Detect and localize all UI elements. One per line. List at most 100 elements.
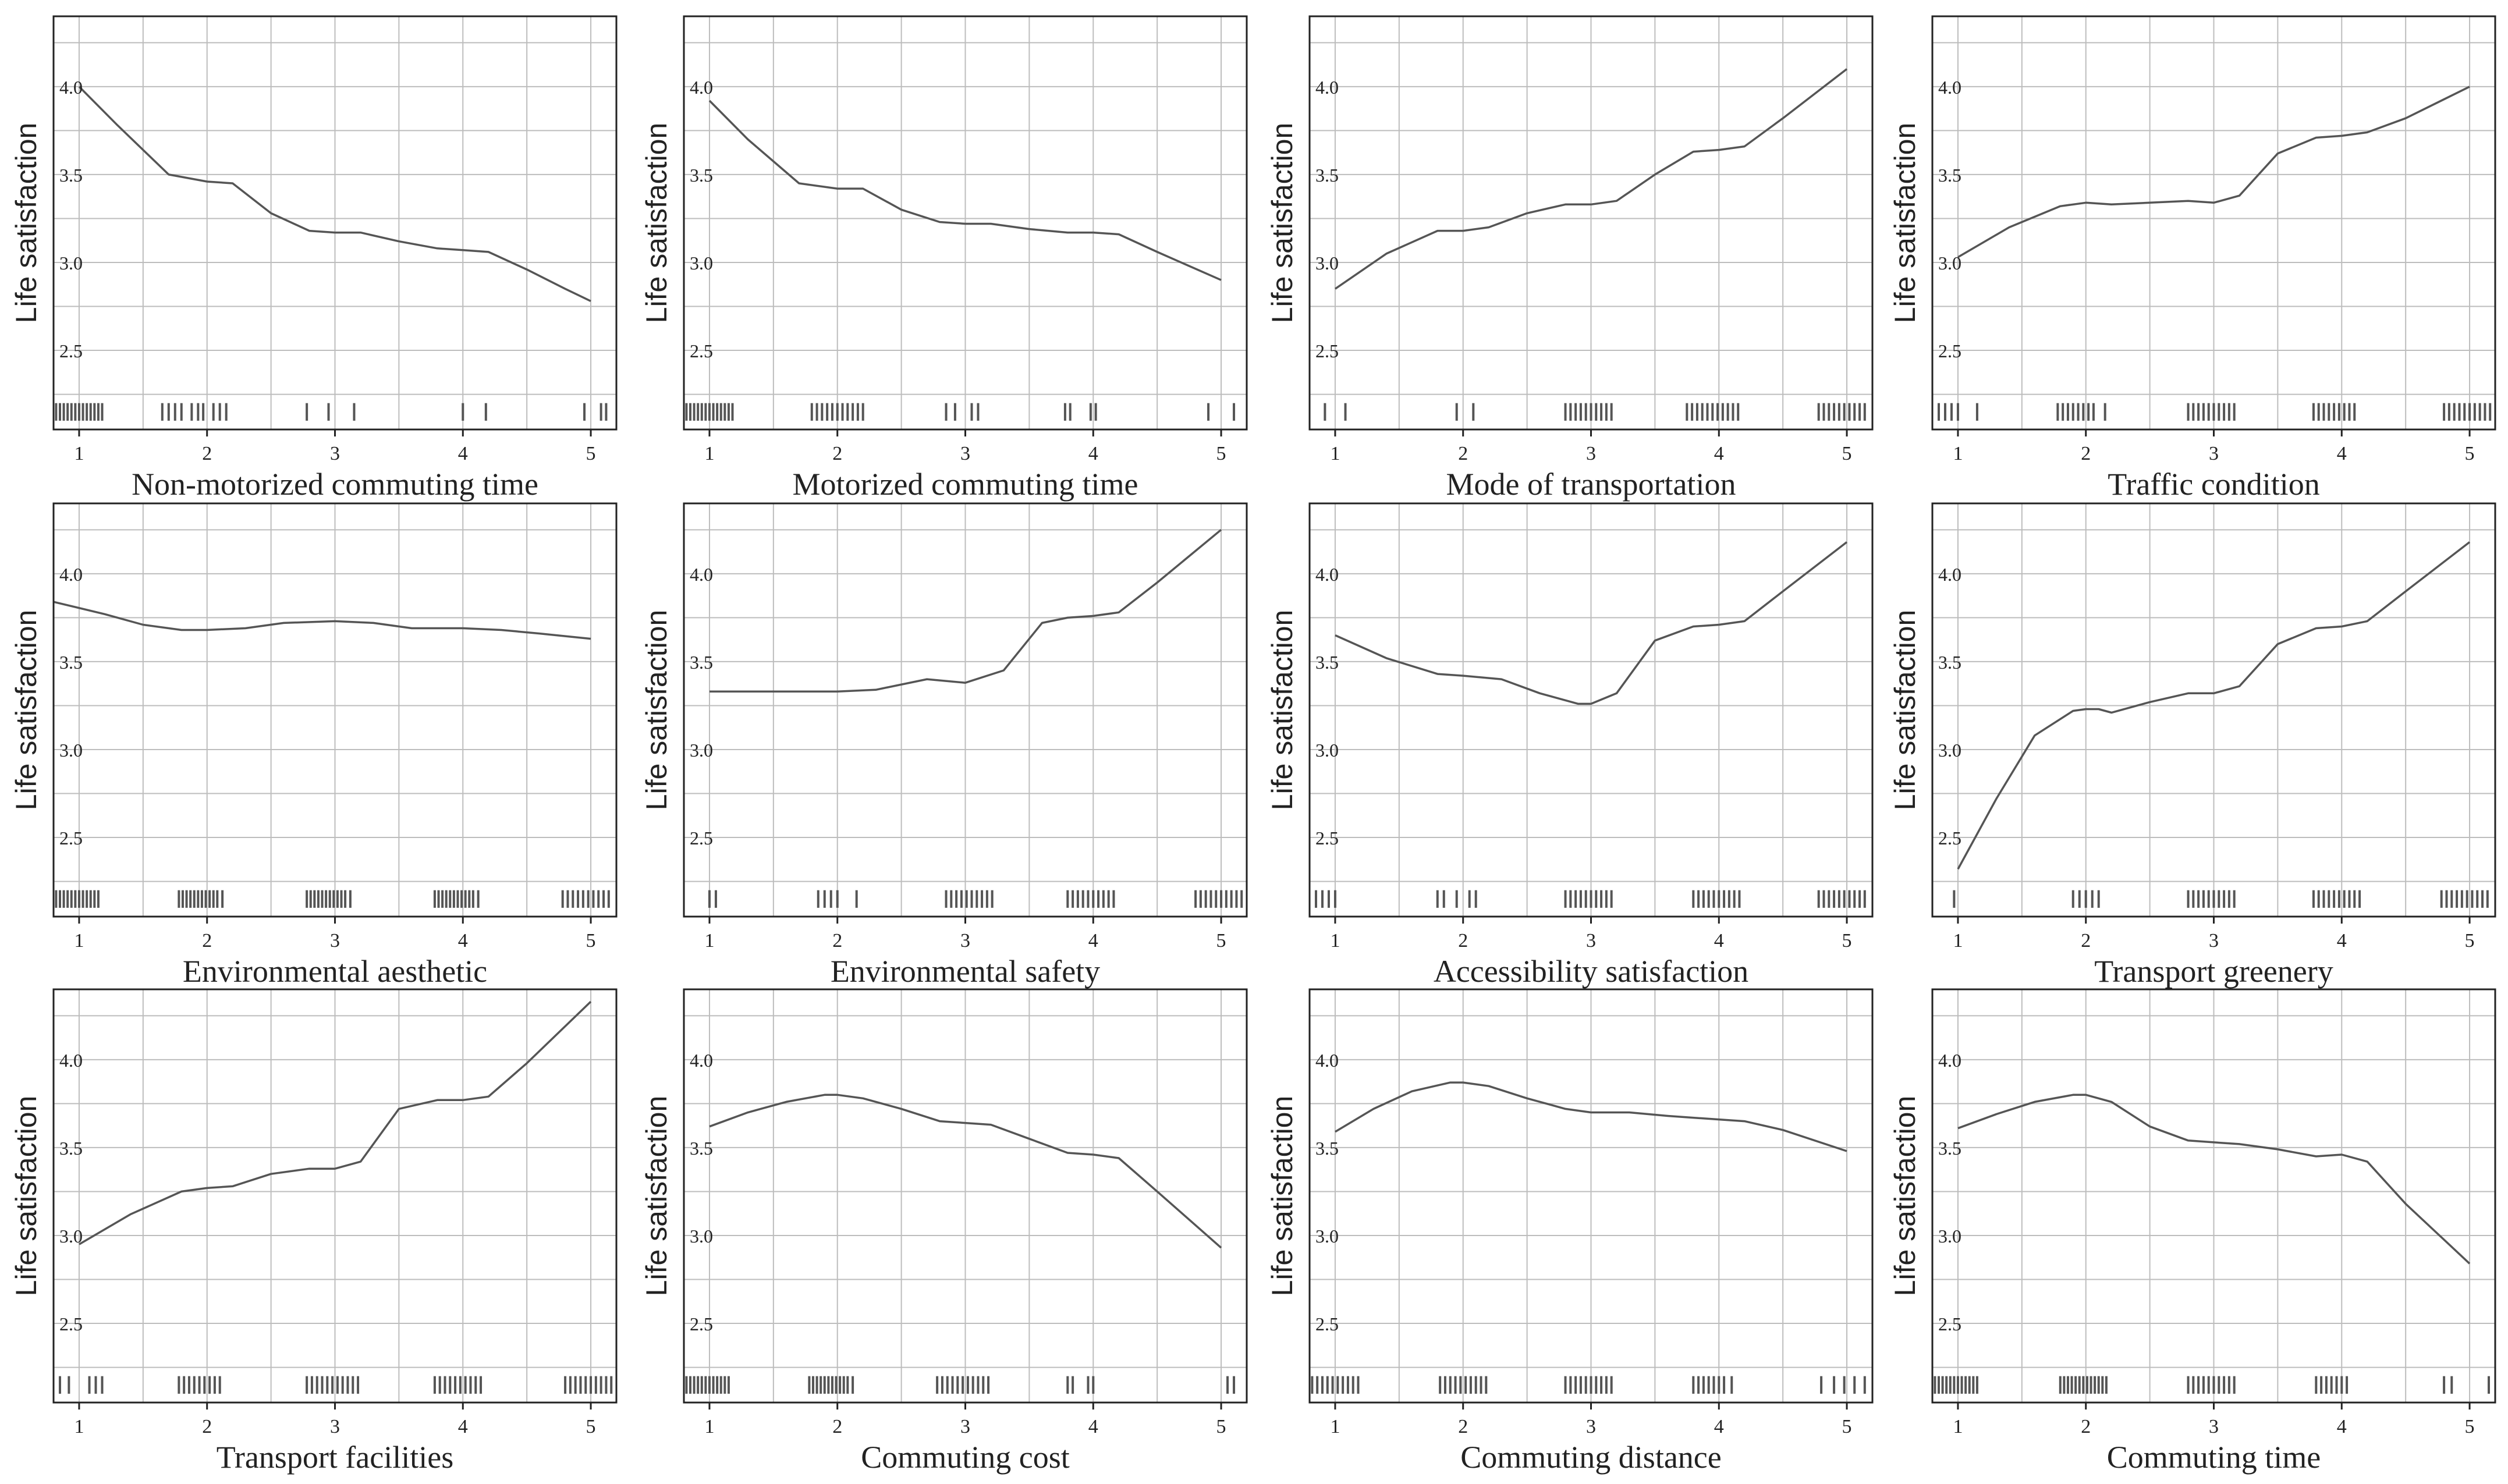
- y-tick-label: 2.5: [690, 1313, 713, 1334]
- x-tick-label: 1: [1330, 1416, 1340, 1437]
- x-tick-label: 5: [586, 930, 596, 952]
- x-tick-label: 2: [832, 1416, 842, 1437]
- y-axis-title: Life satisfaction: [640, 123, 673, 324]
- y-tick-label: 4.0: [1938, 77, 1961, 98]
- y-tick-label: 2.5: [1315, 828, 1339, 848]
- y-tick-label: 2.5: [1938, 340, 1961, 361]
- y-tick-label: 3.5: [690, 652, 713, 673]
- series-line: [1957, 1094, 2471, 1265]
- y-tick-label: 3.0: [1938, 1226, 1961, 1247]
- y-axis-title: Life satisfaction: [1266, 610, 1299, 811]
- y-tick-label: 2.5: [690, 340, 713, 361]
- y-tick-label: 2.5: [59, 828, 83, 848]
- y-tick-label: 3.5: [1938, 652, 1961, 673]
- x-tick-label: 1: [704, 1416, 714, 1437]
- x-tick-label: 4: [458, 930, 468, 952]
- x-tick-label: 3: [960, 930, 970, 952]
- series-line: [1335, 541, 1848, 705]
- x-axis-title: Environmental aesthetic: [183, 954, 487, 989]
- x-axis-title: Commuting time: [2107, 1440, 2321, 1475]
- x-tick-label: 3: [330, 930, 340, 952]
- x-axis-title: Commuting cost: [861, 1440, 1070, 1475]
- y-tick-label: 3.0: [59, 253, 83, 274]
- y-axis-title: Life satisfaction: [10, 610, 42, 811]
- x-axis-title: Transport facilities: [217, 1440, 453, 1475]
- y-tick-label: 4.0: [59, 564, 83, 585]
- x-tick-label: 1: [74, 1416, 84, 1437]
- y-axis-title: Life satisfaction: [1889, 123, 1921, 324]
- x-tick-label: 3: [1586, 930, 1596, 952]
- x-tick-label: 3: [2209, 1416, 2219, 1437]
- chart-panel: 1 2 3 4 5 2.5 3.0 3.5 4.0 Transport facilities Lif…: [10, 988, 618, 1475]
- y-tick-label: 4.0: [59, 77, 83, 98]
- y-tick-label: 3.0: [1315, 740, 1339, 761]
- y-tick-label: 3.0: [1315, 253, 1339, 274]
- y-tick-label: 4.0: [1315, 77, 1339, 98]
- y-axis-title: Life satisfaction: [1266, 1096, 1299, 1297]
- x-tick-label: 1: [1330, 930, 1340, 952]
- x-tick-label: 3: [330, 443, 340, 464]
- x-tick-label: 5: [1842, 1416, 1852, 1437]
- y-tick-label: 3.0: [690, 1226, 713, 1247]
- y-tick-label: 3.5: [1315, 652, 1339, 673]
- y-tick-label: 3.5: [690, 165, 713, 186]
- y-axis-title: Life satisfaction: [10, 1096, 42, 1297]
- x-tick-label: 2: [202, 930, 212, 952]
- y-tick-label: 4.0: [690, 77, 713, 98]
- x-tick-label: 3: [1586, 443, 1596, 464]
- chart-panel: 1 2 3 4 5 2.5 3.0 3.5 4.0 Non-motorized commuting…: [10, 15, 618, 502]
- x-axis-title: Non-motorized commuting time: [132, 467, 538, 502]
- y-tick-label: 4.0: [690, 1050, 713, 1071]
- x-tick-label: 3: [2209, 443, 2219, 464]
- y-tick-label: 3.5: [1938, 165, 1961, 186]
- chart-panel: 1 2 3 4 5 2.5 3.0 3.5 4.0 Motorized commuting tim…: [640, 15, 1248, 502]
- x-tick-label: 2: [1458, 443, 1468, 464]
- x-tick-label: 3: [2209, 930, 2219, 952]
- x-tick-label: 1: [1953, 930, 1963, 952]
- chart-panel: 1 2 3 4 5 2.5 3.0 3.5 4.0 Mode of transportation L…: [1266, 15, 1874, 502]
- x-tick-label: 2: [2081, 930, 2091, 952]
- y-tick-label: 4.0: [1315, 1050, 1339, 1071]
- y-tick-label: 2.5: [1315, 1313, 1339, 1334]
- y-tick-label: 3.5: [59, 652, 83, 673]
- x-axis-title: Mode of transportation: [1446, 467, 1736, 502]
- y-tick-label: 3.0: [1938, 740, 1961, 761]
- y-axis-title: Life satisfaction: [1889, 610, 1921, 811]
- x-tick-label: 4: [1088, 930, 1098, 952]
- y-tick-label: 3.5: [59, 165, 83, 186]
- y-tick-label: 2.5: [59, 1313, 83, 1334]
- x-tick-label: 5: [1216, 1416, 1226, 1437]
- x-tick-label: 5: [2465, 443, 2475, 464]
- x-tick-label: 1: [704, 930, 714, 952]
- chart-panel: 1 2 3 4 5 2.5 3.0 3.5 4.0 Environmental safety Lif…: [640, 502, 1248, 989]
- x-tick-label: 2: [202, 1416, 212, 1437]
- y-tick-label: 4.0: [1938, 564, 1961, 585]
- x-tick-label: 1: [1953, 1416, 1963, 1437]
- x-tick-label: 1: [74, 443, 84, 464]
- y-tick-label: 4.0: [59, 1050, 83, 1071]
- chart-panel: 1 2 3 4 5 2.5 3.0 3.5 4.0 Accessibility satisfact…: [1266, 502, 1874, 989]
- y-axis-title: Life satisfaction: [1889, 1096, 1921, 1297]
- series-line: [709, 1094, 1222, 1249]
- x-tick-label: 3: [960, 443, 970, 464]
- series-line: [710, 528, 1222, 693]
- x-axis-title: Traffic condition: [2108, 467, 2319, 502]
- x-tick-label: 1: [1330, 443, 1340, 464]
- y-tick-label: 2.5: [1315, 340, 1339, 361]
- x-tick-label: 2: [832, 930, 842, 952]
- chart-panel: 1 2 3 4 5 2.5 3.0 3.5 4.0 Commuting distance Life …: [1266, 988, 1874, 1475]
- x-axis-title: Transport greenery: [2094, 954, 2333, 989]
- y-tick-label: 3.0: [59, 1226, 83, 1247]
- y-tick-label: 3.0: [690, 740, 713, 761]
- x-tick-label: 4: [1714, 443, 1724, 464]
- y-tick-label: 3.5: [59, 1138, 83, 1159]
- y-tick-label: 3.5: [690, 1138, 713, 1159]
- x-tick-label: 5: [1842, 930, 1852, 952]
- x-axis-title: Accessibility satisfaction: [1434, 954, 1748, 989]
- y-tick-label: 4.0: [690, 564, 713, 585]
- series-line: [78, 86, 591, 302]
- x-tick-label: 1: [74, 930, 84, 952]
- y-tick-label: 2.5: [1938, 1313, 1961, 1334]
- series-line: [708, 100, 1222, 281]
